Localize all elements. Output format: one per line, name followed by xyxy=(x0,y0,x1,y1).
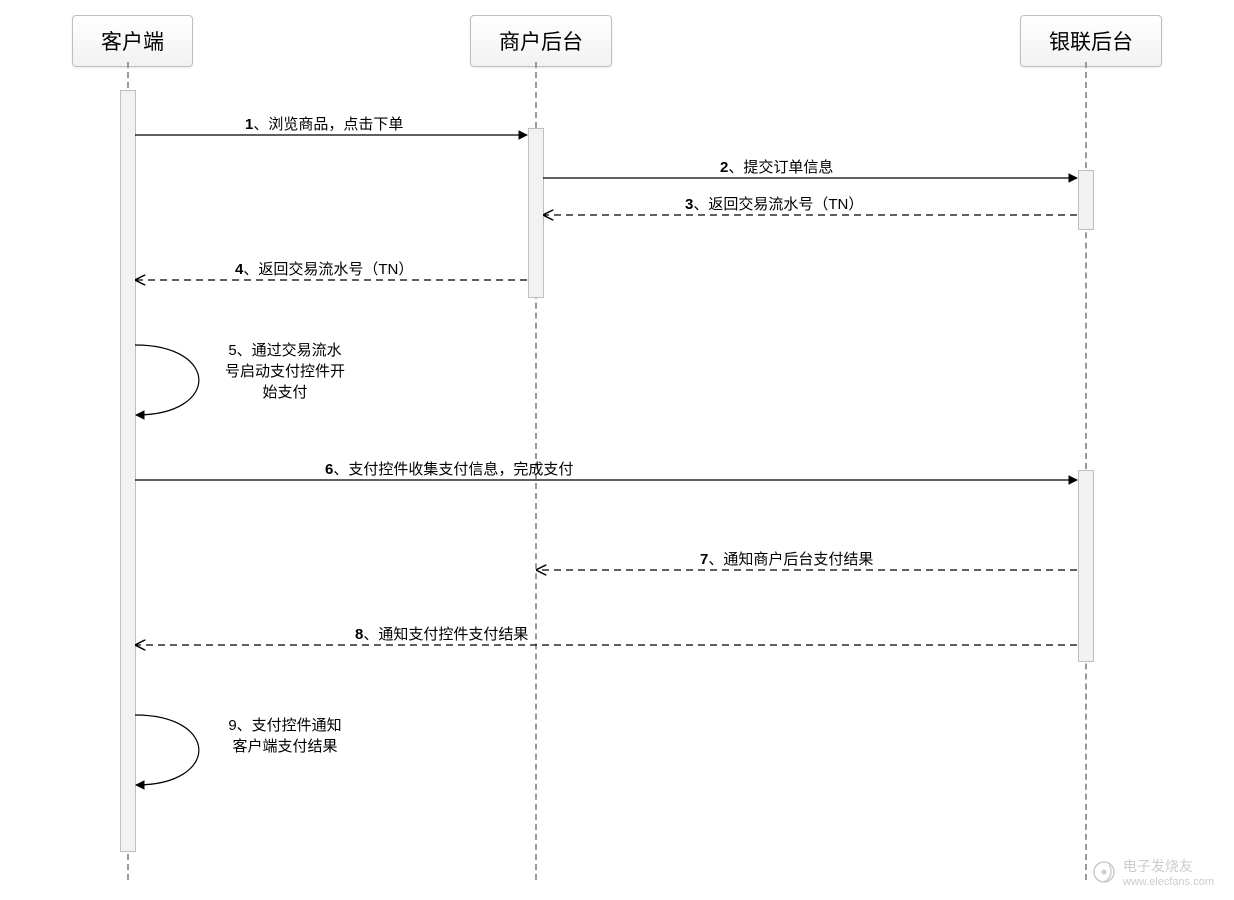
msg-3-label: 3、返回交易流水号（TN） xyxy=(685,193,863,214)
msg-8-label: 8、通知支付控件支付结果 xyxy=(355,623,528,644)
msg-2-label: 2、提交订单信息 xyxy=(720,156,833,177)
msg-5-label: 5、通过交易流水号启动支付控件开始支付 xyxy=(205,340,365,403)
msg-5-arrow xyxy=(135,345,199,415)
msg-4-label: 4、返回交易流水号（TN） xyxy=(235,258,413,279)
msg-7-label: 7、通知商户后台支付结果 xyxy=(700,548,873,569)
sequence-diagram: 客户端 商户后台 银联后台 xyxy=(0,0,1234,900)
msg-1-label: 1、浏览商品，点击下单 xyxy=(245,113,403,134)
msg-9-arrow xyxy=(135,715,199,785)
msg-9-label: 9、支付控件通知客户端支付结果 xyxy=(205,715,365,757)
arrows-layer xyxy=(0,0,1234,900)
watermark: 电子发烧友 www.elecfans.com xyxy=(1091,856,1214,888)
msg-6-label: 6、支付控件收集支付信息，完成支付 xyxy=(325,458,573,479)
